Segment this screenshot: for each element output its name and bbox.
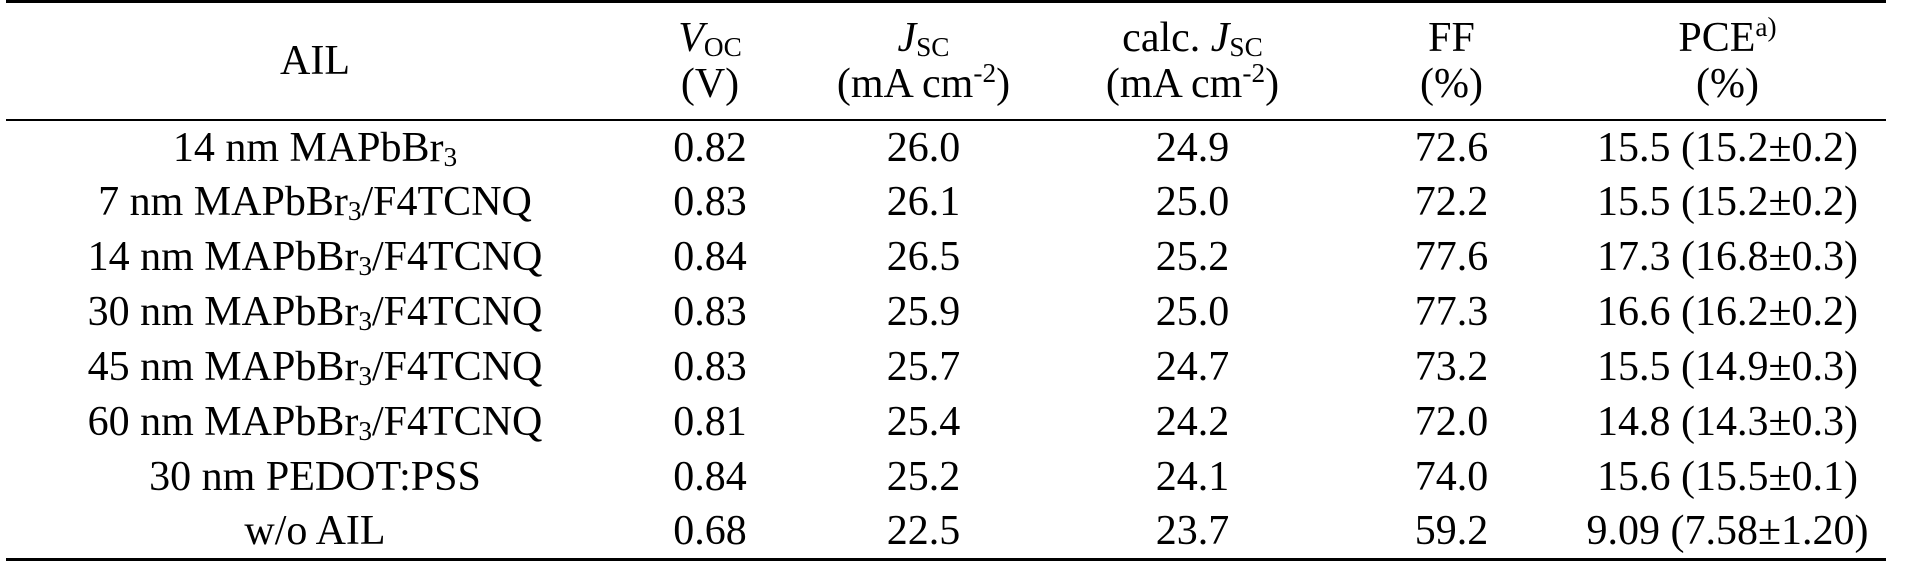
cell-pce: 15.5 (14.9±0.3)	[1596, 344, 1859, 390]
cell-voc: 0.83	[673, 179, 747, 225]
cell-jsc: 25.2	[886, 454, 961, 500]
cell-pce: 15.5 (15.2±0.2)	[1596, 124, 1859, 171]
header-jsc-unit: (mA cm-2)	[836, 57, 1011, 107]
results-table-container: AIL VOC (V) JSC (mA cm-2) calc. JSC (mA …	[6, 0, 1886, 561]
cell-ff: 59.2	[1334, 504, 1569, 561]
table-row: 14 nm MAPbBr3 0.82 26.0 24.9 72.6 15.5 (15.2±…	[6, 120, 1886, 175]
cell-jsc: 22.5	[796, 504, 1051, 561]
cell-calc-jsc: 24.1	[1155, 454, 1230, 500]
cell-pce: 15.6 (15.5±0.1)	[1596, 454, 1859, 500]
cell-calc-jsc: 24.7	[1155, 344, 1230, 390]
table-body: 14 nm MAPbBr3 0.82 26.0 24.9 72.6 15.5 (15.2±…	[6, 120, 1886, 561]
cell-voc: 0.83	[673, 289, 747, 335]
cell-ail: 14 nm MAPbBr3/F4TCNQ	[87, 234, 543, 281]
cell-ff: 72.6	[1414, 124, 1489, 171]
table-row: 7 nm MAPbBr3/F4TCNQ 0.83 26.1 25.0 72.2 15.5 …	[6, 175, 1886, 230]
header-ff-label: FF	[1428, 14, 1475, 61]
cell-voc: 0.82	[673, 124, 747, 171]
cell-ff: 74.0	[1414, 454, 1489, 500]
cell-ff: 73.2	[1414, 344, 1489, 390]
cell-voc: 0.81	[673, 399, 747, 445]
cell-voc: 0.68	[624, 504, 796, 561]
cell-ail: 60 nm MAPbBr3/F4TCNQ	[87, 399, 543, 446]
header-voc: VOC (V)	[624, 0, 796, 121]
cell-jsc: 26.0	[886, 124, 961, 171]
cell-calc-jsc: 24.9	[1155, 124, 1230, 171]
cell-jsc: 26.5	[886, 234, 961, 280]
cell-jsc: 25.4	[886, 399, 961, 445]
device-performance-table: AIL VOC (V) JSC (mA cm-2) calc. JSC (mA …	[6, 0, 1886, 561]
cell-ff: 77.3	[1414, 289, 1489, 335]
cell-jsc: 25.9	[886, 289, 961, 335]
cell-ail: w/o AIL	[6, 504, 624, 561]
cell-voc: 0.84	[673, 454, 747, 500]
table-row: 14 nm MAPbBr3/F4TCNQ 0.84 26.5 25.2 77.6 17.3…	[6, 230, 1886, 285]
cell-ff: 72.2	[1414, 179, 1489, 225]
header-ff: FF (%)	[1334, 0, 1569, 121]
header-ail: AIL	[6, 0, 624, 121]
cell-calc-jsc: 24.2	[1155, 399, 1230, 445]
cell-jsc: 25.7	[886, 344, 961, 390]
header-jsc: JSC (mA cm-2)	[796, 0, 1051, 121]
table-row: 45 nm MAPbBr3/F4TCNQ 0.83 25.7 24.7 73.2 15.5…	[6, 340, 1886, 395]
header-jsc-symbol: JSC	[897, 14, 950, 62]
header-row: AIL VOC (V) JSC (mA cm-2) calc. JSC (mA …	[6, 0, 1886, 121]
header-ff-unit: (%)	[1420, 60, 1483, 107]
cell-ff: 72.0	[1414, 399, 1489, 445]
header-pce-unit: (%)	[1696, 60, 1759, 107]
cell-voc: 0.83	[673, 344, 747, 390]
cell-jsc: 26.1	[886, 179, 961, 225]
cell-pce: 15.5 (15.2±0.2)	[1596, 179, 1859, 225]
header-calc-jsc-unit: (mA cm-2)	[1105, 57, 1280, 107]
cell-ail: 45 nm MAPbBr3/F4TCNQ	[87, 344, 543, 391]
cell-ff: 77.6	[1414, 234, 1489, 280]
cell-ail: 30 nm PEDOT:PSS	[149, 454, 481, 500]
cell-calc-jsc: 25.0	[1155, 179, 1230, 225]
cell-pce: 17.3 (16.8±0.3)	[1596, 234, 1859, 280]
cell-ail: 30 nm MAPbBr3/F4TCNQ	[87, 289, 543, 336]
cell-calc-jsc: 25.2	[1155, 234, 1230, 280]
cell-calc-jsc: 25.0	[1155, 289, 1230, 335]
cell-pce: 14.8 (14.3±0.3)	[1596, 399, 1859, 445]
header-calc-jsc: calc. JSC (mA cm-2)	[1051, 0, 1334, 121]
header-pce: PCEa) (%)	[1569, 0, 1886, 121]
cell-pce: 9.09 (7.58±1.20)	[1569, 504, 1886, 561]
cell-ail: 14 nm MAPbBr3	[172, 124, 458, 172]
cell-pce: 16.6 (16.2±0.2)	[1596, 289, 1859, 335]
table-row: 60 nm MAPbBr3/F4TCNQ 0.81 25.4 24.2 72.0 14.8…	[6, 395, 1886, 450]
header-calc-jsc-symbol: calc. JSC	[1122, 14, 1263, 62]
cell-calc-jsc: 23.7	[1051, 504, 1334, 561]
cell-ail: 7 nm MAPbBr3/F4TCNQ	[98, 179, 532, 226]
cell-voc: 0.84	[673, 234, 747, 280]
header-pce-label: PCEa)	[1678, 11, 1777, 61]
header-voc-symbol: VOC	[678, 14, 742, 62]
table-row: w/o AIL 0.68 22.5 23.7 59.2 9.09 (7.58±1.20)	[6, 504, 1886, 561]
table-row: 30 nm MAPbBr3/F4TCNQ 0.83 25.9 25.0 77.3 16.6…	[6, 285, 1886, 340]
table-row: 30 nm PEDOT:PSS 0.84 25.2 24.1 74.0 15.6 (15.…	[6, 450, 1886, 505]
table-header: AIL VOC (V) JSC (mA cm-2) calc. JSC (mA …	[6, 0, 1886, 121]
header-voc-unit: (V)	[680, 60, 740, 107]
